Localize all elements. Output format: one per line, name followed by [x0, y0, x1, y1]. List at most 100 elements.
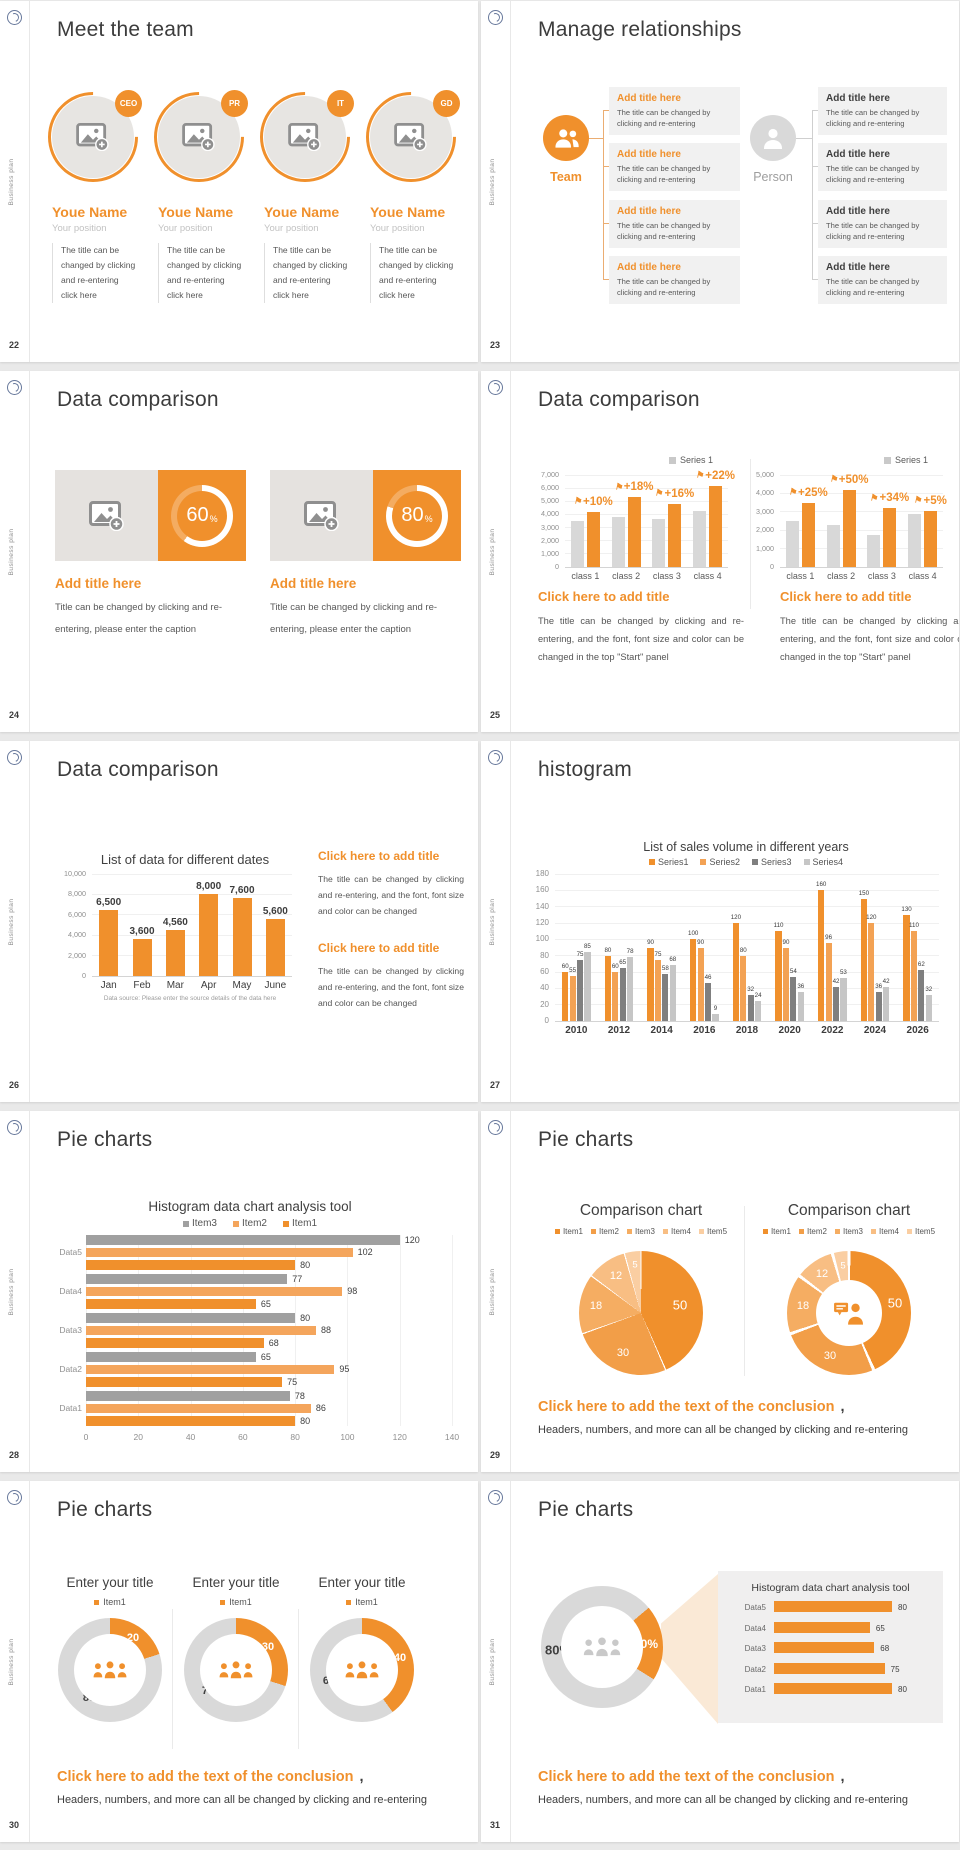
bar — [712, 1013, 719, 1021]
relation-box[interactable]: Add title here The title can be changed … — [609, 143, 740, 191]
bar-value-label: 120 — [404, 1234, 420, 1245]
connector-line — [603, 110, 609, 111]
bar — [652, 519, 666, 567]
bar-value-label: 53 — [839, 968, 847, 976]
donut-center — [200, 1634, 272, 1706]
s24-ring-1: 80 % — [386, 484, 448, 547]
bar-value-label: 102 — [357, 1247, 373, 1258]
connector-line — [603, 223, 609, 224]
x-tick-label: class 4 — [908, 571, 937, 581]
person-speech-icon — [833, 1302, 864, 1326]
x-tick-label: 2022 — [821, 1025, 844, 1036]
flag-icon: ⚑ — [788, 486, 799, 498]
slide-30[interactable]: Business plan 30 Pie charts Enter your t… — [0, 1481, 478, 1842]
bar-value-label: 95 — [339, 1364, 350, 1375]
bar-value-label: 96 — [825, 933, 833, 941]
percent-unit: % — [424, 513, 433, 524]
y-tick-label: 7,000 — [541, 470, 559, 479]
team-member-card[interactable]: IT Youe Name Your position The title can… — [241, 73, 369, 303]
bar — [165, 929, 185, 976]
slide-23[interactable]: Business plan 23 Manage relationships Te… — [481, 1, 959, 362]
avatar: IT — [241, 73, 369, 201]
relation-box[interactable]: Add title here The title can be changed … — [818, 143, 947, 191]
slide-29[interactable]: Business plan 29 Pie charts Comparison c… — [481, 1111, 959, 1472]
image-placeholder-icon — [88, 500, 124, 531]
bar — [867, 534, 881, 567]
team-node-label: Team — [550, 170, 582, 184]
slide-26[interactable]: Business plan 26 Data comparison List of… — [0, 741, 478, 1102]
box-body: The title can be changed by clicking and… — [617, 164, 711, 185]
relation-box[interactable]: Add title here The title can be changed … — [609, 200, 740, 248]
legend-label: Item1 — [229, 1597, 252, 1607]
bar — [860, 898, 867, 1021]
bar — [774, 1683, 892, 1694]
y-tick-label: 0 — [544, 1016, 549, 1025]
slide-28[interactable]: Business plan 28 Pie charts Histogram da… — [0, 1111, 478, 1472]
bar-value-label: 32 — [925, 985, 933, 993]
legend-label: Item2 — [806, 1227, 827, 1236]
box-heading: Add title here — [826, 262, 890, 273]
slide-31[interactable]: Business plan 31 Pie charts 20% 80% Hist… — [481, 1481, 959, 1842]
relation-box[interactable]: Add title here The title can be changed … — [818, 256, 947, 304]
bar — [826, 524, 840, 567]
growth-text: +16% — [664, 487, 695, 500]
bar — [576, 959, 584, 1021]
team-member-card[interactable]: PR Youe Name Your position The title can… — [135, 73, 263, 303]
relation-box[interactable]: Add title here The title can be changed … — [818, 87, 947, 135]
y-tick-label: 60 — [540, 967, 549, 976]
member-description: The title can be changed by clicking and… — [158, 243, 243, 303]
slide-27[interactable]: Business plan 27 histogram List of sales… — [481, 741, 959, 1102]
bar-value-label: 150 — [858, 889, 870, 897]
s25-chart-1: 0 1,000 2,000 3,000 4,000 5,000 ⚑ +25% class 1 ⚑ +… — [756, 470, 947, 581]
image-placeholder-box[interactable] — [55, 470, 158, 561]
relation-box[interactable]: Add title here The title can be changed … — [609, 87, 740, 135]
conclusion-suffix: , — [359, 1769, 364, 1785]
relation-box[interactable]: Add title here The title can be changed … — [609, 256, 740, 304]
chart-title: Histogram data chart analysis tool — [148, 1199, 352, 1214]
bar — [774, 1601, 892, 1612]
category-label: Data2 — [744, 1664, 766, 1674]
bar — [86, 1260, 296, 1270]
team-member-card[interactable]: GD Youe Name Your position The title can… — [347, 73, 475, 303]
s31-panel-rows: Data5 80 Data4 65 Data3 68 Data2 75 Data1 80 — [730, 1601, 935, 1717]
box-body: The title can be changed by clicking and… — [617, 108, 711, 129]
bar — [604, 955, 611, 1021]
slide-25[interactable]: Business plan 25 Data comparison Series … — [481, 371, 959, 732]
bar-value-label: 36 — [797, 982, 805, 990]
bar — [883, 508, 897, 567]
bar-value-label: 7,600 — [229, 885, 255, 897]
bar — [569, 976, 576, 1021]
growth-label: ⚑ +16% — [645, 488, 705, 500]
bar-value-label: 6,500 — [96, 896, 122, 908]
x-tick-label: 2026 — [906, 1025, 929, 1036]
bar-value-label: 65 — [875, 1623, 885, 1633]
box-body: The title can be changed by clicking and… — [617, 277, 711, 298]
bar-value-label: 160 — [816, 881, 827, 889]
bar-value-label: 62 — [917, 961, 925, 969]
chart-legend: Series 1 — [669, 455, 713, 465]
legend-swatch — [648, 859, 655, 865]
gridline — [555, 1004, 939, 1006]
people-group-icon — [583, 1636, 621, 1656]
footer-body: The title can be changed by clicking and… — [780, 616, 959, 663]
team-members: CEO Youe Name Your position The title ca… — [29, 73, 475, 303]
slide-rail — [481, 1111, 511, 1472]
y-tick-label: 1,000 — [541, 548, 559, 558]
team-node[interactable] — [543, 115, 589, 161]
legend-label: Item4 — [671, 1227, 692, 1236]
relation-box[interactable]: Add title here The title can be changed … — [818, 200, 947, 248]
x-tick-label: June — [264, 980, 287, 991]
block-heading: Click here to add title — [318, 849, 440, 863]
member-name: Youe Name — [264, 204, 340, 220]
image-placeholder-box[interactable] — [270, 470, 373, 561]
card-caption: Title can be changed by clicking and re-… — [55, 602, 223, 635]
person-node[interactable] — [750, 115, 796, 161]
team-member-card[interactable]: CEO Youe Name Your position The title ca… — [29, 73, 157, 303]
bar — [832, 986, 840, 1021]
s30-donut-ring-1: 30 70 — [184, 1618, 288, 1722]
conclusion-body: Headers, numbers, and more can all be ch… — [538, 1424, 908, 1436]
slide-24[interactable]: Business plan 24 Data comparison 60 % Ad… — [0, 371, 478, 732]
team-icon — [555, 129, 579, 148]
category-label: Data1 — [744, 1685, 766, 1694]
slide-22[interactable]: Business plan 22 Meet the team CEO Youe … — [0, 1, 478, 362]
